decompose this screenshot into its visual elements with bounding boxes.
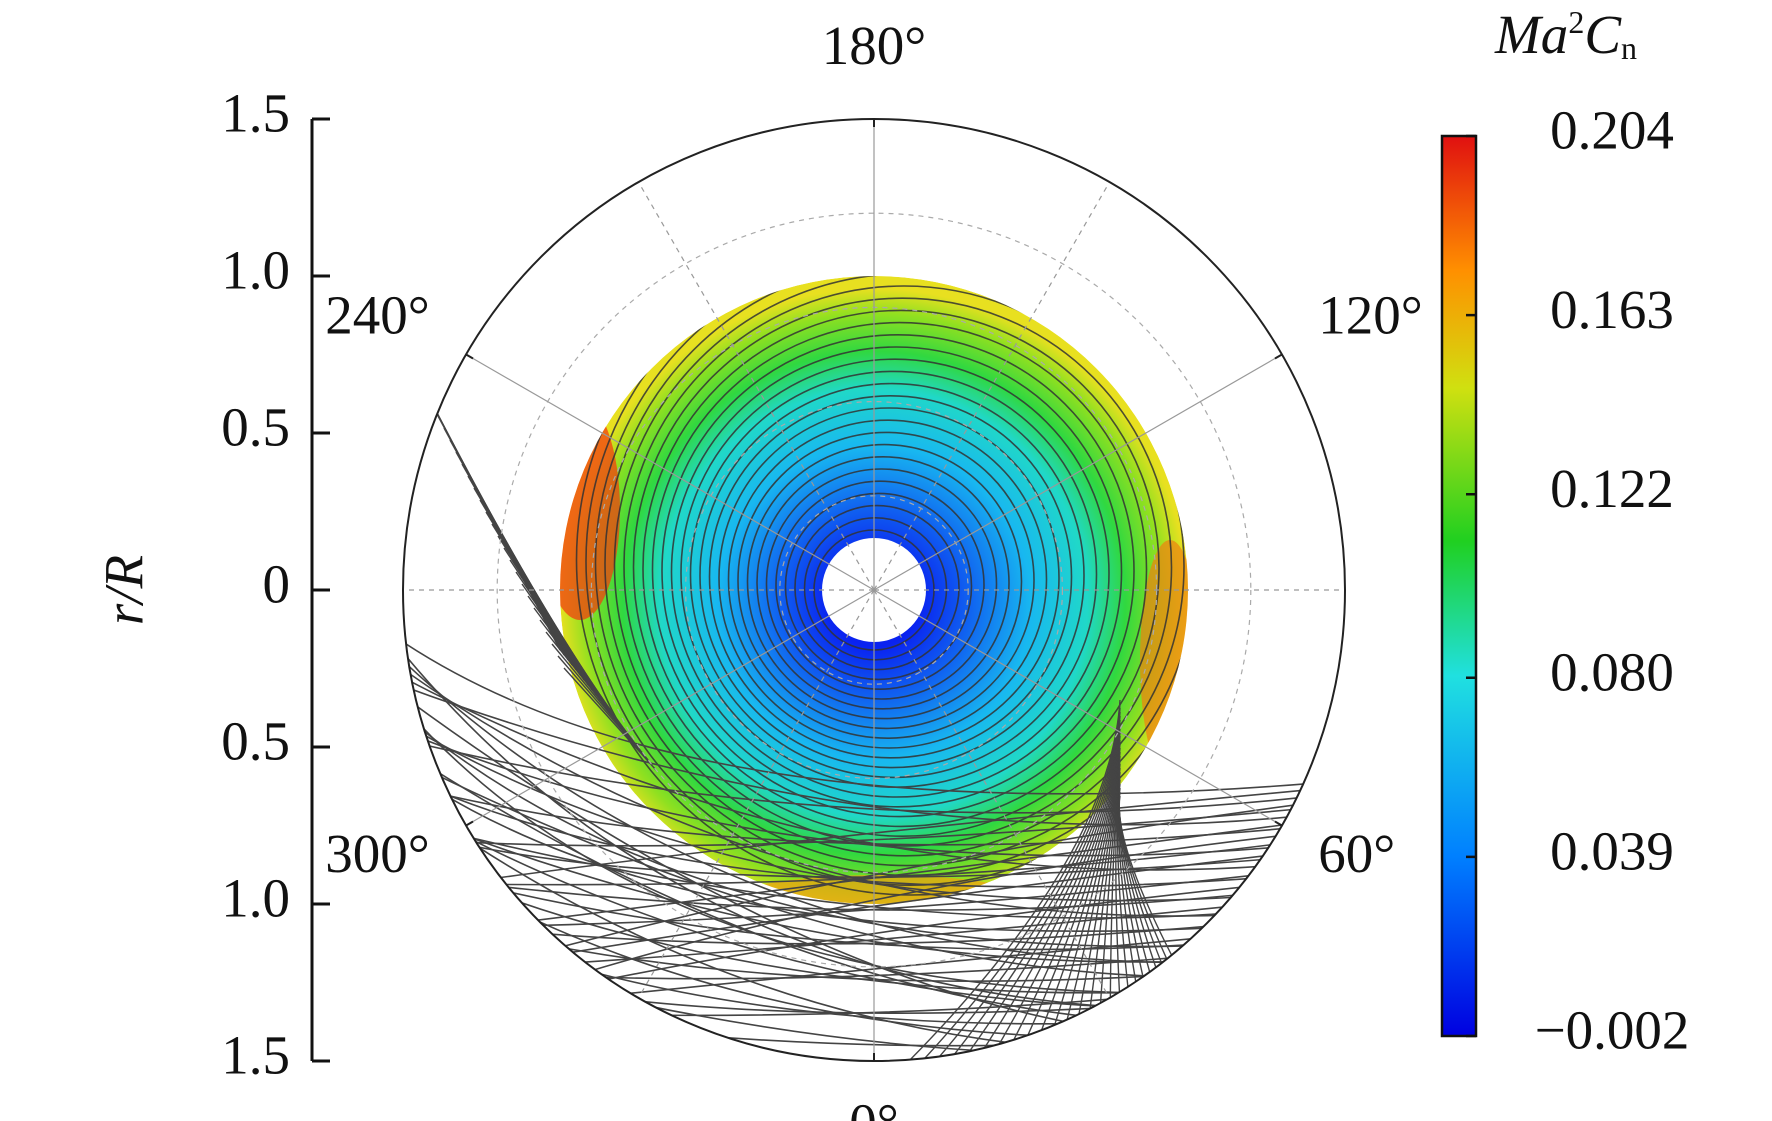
mesh-line — [551, 643, 649, 761]
theta-tick — [465, 820, 474, 827]
mesh-line — [899, 699, 1121, 1061]
mesh-line — [1117, 771, 1153, 1061]
mesh-line — [403, 675, 1345, 871]
polar-plot — [402, 118, 1346, 1062]
contour-line — [661, 333, 1135, 808]
theta-tick-label: 180° — [822, 15, 927, 76]
theta-tick — [1274, 353, 1283, 360]
theta-tick — [465, 353, 474, 360]
mesh-line — [403, 828, 1345, 878]
mesh-line — [403, 639, 1345, 795]
colorbar-title: Ma2Cn — [1494, 4, 1637, 67]
mesh-line — [403, 803, 1345, 847]
colorbar-tick-label: −0.002 — [1535, 1000, 1690, 1061]
contour-line — [689, 370, 1098, 779]
theta-tick-label: 300° — [325, 823, 430, 884]
contour-line — [765, 468, 998, 700]
mesh-line — [403, 923, 1345, 1019]
polar-spoke — [873, 589, 1111, 999]
y-tick-label: 0.5 — [221, 397, 290, 458]
mesh-line — [403, 999, 1345, 1047]
mesh-line — [927, 707, 1121, 1061]
colorbar-title-part: n — [1621, 30, 1637, 66]
mesh-line — [955, 715, 1121, 1061]
mesh-line — [1116, 767, 1139, 1061]
mesh-line — [913, 703, 1121, 1061]
polar-ring — [684, 401, 1063, 779]
mesh-line — [557, 655, 653, 766]
contour-line — [651, 321, 1148, 818]
contour-line — [604, 276, 1188, 867]
colorbar-title-part: Ma — [1494, 4, 1568, 65]
contour-line — [727, 419, 1048, 740]
contour-line — [670, 346, 1123, 798]
mesh-line — [1011, 731, 1121, 1061]
mesh-line — [1118, 783, 1195, 1061]
contour-line — [784, 492, 973, 681]
y-tick-label: 1.5 — [221, 1025, 290, 1086]
contour-line — [756, 455, 1010, 710]
contour-line — [585, 276, 1188, 887]
colorbar-tick-label: 0.204 — [1550, 100, 1674, 161]
y-tick-label: 1.5 — [221, 83, 290, 144]
colorbar-title-part: C — [1584, 4, 1622, 65]
colorbar-tick-label: 0.080 — [1550, 641, 1674, 702]
polar-spoke — [465, 589, 875, 827]
contour-line — [803, 516, 948, 661]
theta-tick — [1274, 820, 1283, 827]
polar-spoke — [637, 181, 875, 591]
field-hot — [1140, 540, 1188, 780]
colorbar-tick-label: 0.039 — [1550, 820, 1674, 881]
polar-spoke — [873, 181, 1111, 591]
contour-line — [718, 407, 1060, 749]
y-axis-label: r/R — [94, 555, 155, 625]
theta-tick-label: 60° — [1318, 823, 1395, 884]
mesh-line — [403, 815, 1345, 938]
theta-tick-label: 120° — [1318, 284, 1423, 345]
mesh-line — [403, 873, 1345, 911]
y-tick-label: 1.0 — [221, 240, 290, 301]
colorbar-tick-label: 0.122 — [1550, 458, 1674, 519]
contour-line — [613, 276, 1188, 857]
polar-spoke — [873, 353, 1283, 591]
contour-line — [746, 443, 1023, 720]
mesh-line — [997, 727, 1121, 1061]
contour-line — [775, 480, 985, 691]
y-tick-label: 1.0 — [221, 868, 290, 929]
mesh-line — [403, 833, 1345, 886]
mesh-line — [403, 945, 1345, 1056]
polar-spoke — [465, 353, 875, 591]
contour-line — [575, 276, 1188, 896]
contour-line — [794, 504, 960, 671]
mesh-line — [941, 711, 1121, 1061]
y-tick-label: 0 — [263, 554, 291, 615]
mesh-line — [969, 719, 1121, 1061]
polar-spoke — [873, 589, 1283, 827]
polar-spoke — [637, 589, 875, 999]
mesh-line — [403, 684, 1345, 826]
theta-tick-label: 240° — [325, 284, 430, 345]
contour-line — [708, 394, 1073, 759]
contour-line — [623, 285, 1185, 847]
colorbar — [1440, 134, 1478, 1038]
contour-line — [699, 382, 1085, 769]
colorbar-tick-label: 0.163 — [1550, 279, 1674, 340]
mesh-line — [563, 667, 657, 771]
y-tick-label: 0.5 — [221, 711, 290, 772]
mesh-line — [403, 738, 1345, 814]
mesh-line — [403, 954, 1345, 1015]
colorbar-title-part: 2 — [1568, 4, 1584, 40]
contour-line — [632, 297, 1173, 838]
theta-tick-label: 0° — [849, 1092, 899, 1121]
contour-line — [737, 431, 1035, 730]
mesh-line — [983, 723, 1121, 1061]
contour-line — [642, 309, 1160, 828]
